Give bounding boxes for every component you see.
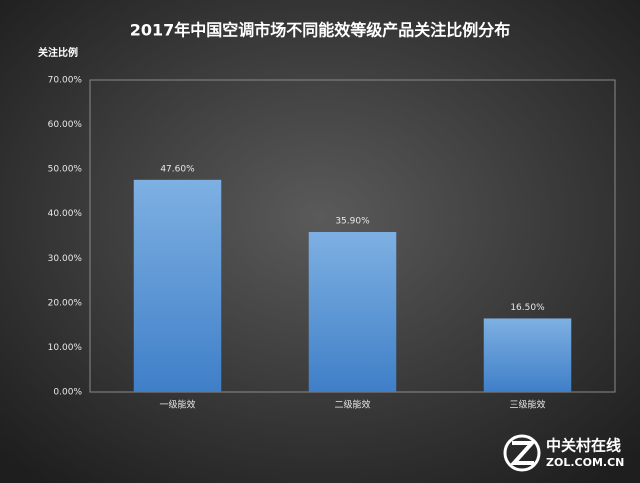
bar: [308, 231, 397, 392]
y-tick-label: 50.00%: [48, 165, 83, 175]
value-label: 35.90%: [335, 216, 370, 226]
chart-title: 2017年中国空调市场不同能效等级产品关注比例分布: [130, 21, 511, 40]
watermark-site: ZOL.COM.CN: [546, 456, 624, 469]
bar: [133, 179, 222, 392]
y-tick-label: 40.00%: [48, 209, 83, 219]
y-tick-label: 30.00%: [48, 254, 83, 264]
y-tick-label: 60.00%: [48, 120, 83, 130]
logo-z: [509, 441, 537, 465]
value-label: 16.50%: [510, 303, 545, 313]
value-label: 47.60%: [160, 164, 195, 174]
watermark: 中关村在线 ZOL.COM.CN: [503, 434, 624, 472]
x-tick-label: 二级能效: [334, 399, 370, 411]
x-tick-label: 一级能效: [159, 399, 195, 411]
y-tick-label: 0.00%: [53, 388, 82, 398]
y-axis-label: 关注比例: [38, 46, 78, 59]
y-tick-label: 20.00%: [48, 298, 83, 308]
y-tick-label: 70.00%: [48, 76, 83, 86]
y-tick-label: 10.00%: [48, 343, 83, 353]
bar: [483, 318, 572, 392]
x-tick-label: 三级能效: [509, 399, 545, 411]
watermark-name: 中关村在线: [546, 437, 621, 455]
logo-ring: [503, 434, 541, 472]
